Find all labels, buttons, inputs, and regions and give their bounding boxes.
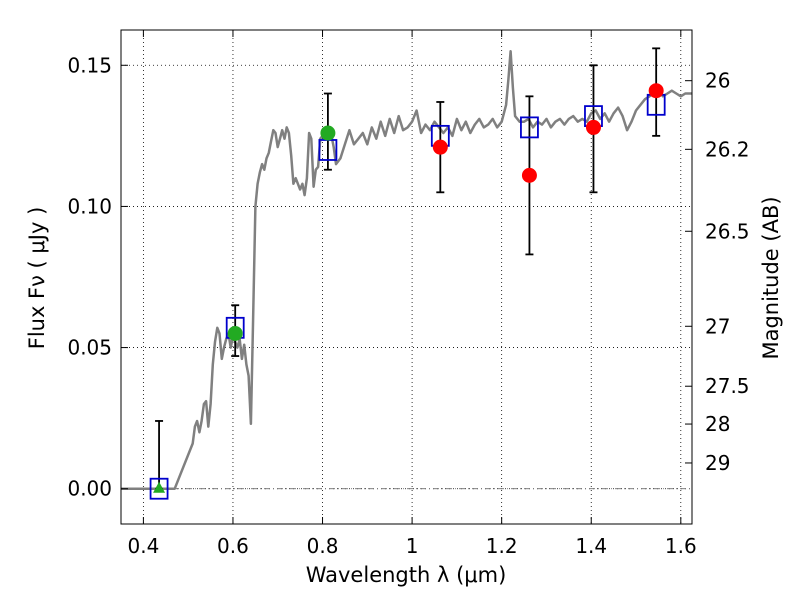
red-data-point [585, 119, 601, 135]
model-box [520, 116, 539, 139]
x-tick-label: 0.8 [307, 534, 339, 558]
y-tick-label: 0.05 [67, 336, 112, 360]
y-tick-label: 0.15 [67, 53, 112, 77]
upper-limit-marker [153, 481, 166, 493]
y2-tick-label: 27 [705, 314, 730, 338]
grid-lines [121, 30, 692, 524]
x-tick-label: 0.6 [217, 534, 249, 558]
x-tick-label: 1.4 [575, 534, 607, 558]
tick-label-layer: 0.4 0.6 0.8 1 1.2 1.4 1.6 0.00 0.05 0.10 0.15 26 26.… [67, 53, 749, 558]
point-layer [153, 83, 664, 493]
y2-tick-label: 26.2 [705, 137, 750, 161]
red-data-point [432, 139, 448, 155]
x-tick-label: 0.4 [127, 534, 159, 558]
green-data-point [227, 325, 243, 341]
model-box-layer [149, 93, 666, 500]
tick-layer [121, 30, 692, 524]
y2-tick-label: 26.5 [705, 219, 750, 243]
x-axis-label: Wavelength λ (μm) [306, 563, 507, 587]
red-data-point [648, 83, 664, 99]
sed-layer [121, 49, 692, 490]
y2-tick-label: 28 [705, 412, 730, 436]
x-tick-label: 1 [406, 534, 419, 558]
y2-tick-label: 26 [705, 69, 730, 93]
y2-axis-label: Magnitude (AB) [759, 196, 783, 359]
sed-model-line [121, 49, 692, 490]
model-box [149, 477, 169, 500]
x-tick-label: 1.6 [665, 534, 697, 558]
y-tick-label: 0.10 [67, 194, 112, 218]
green-data-point [320, 125, 336, 141]
y-tick-label: 0.00 [67, 477, 112, 501]
y-axis-label: Flux Fν ( μJy ) [25, 207, 49, 350]
x-tick-label: 1.2 [486, 534, 518, 558]
red-data-point [521, 167, 537, 183]
plot-frame [120, 29, 693, 525]
y2-tick-label: 29 [705, 451, 730, 475]
y2-tick-label: 27.5 [705, 374, 750, 398]
